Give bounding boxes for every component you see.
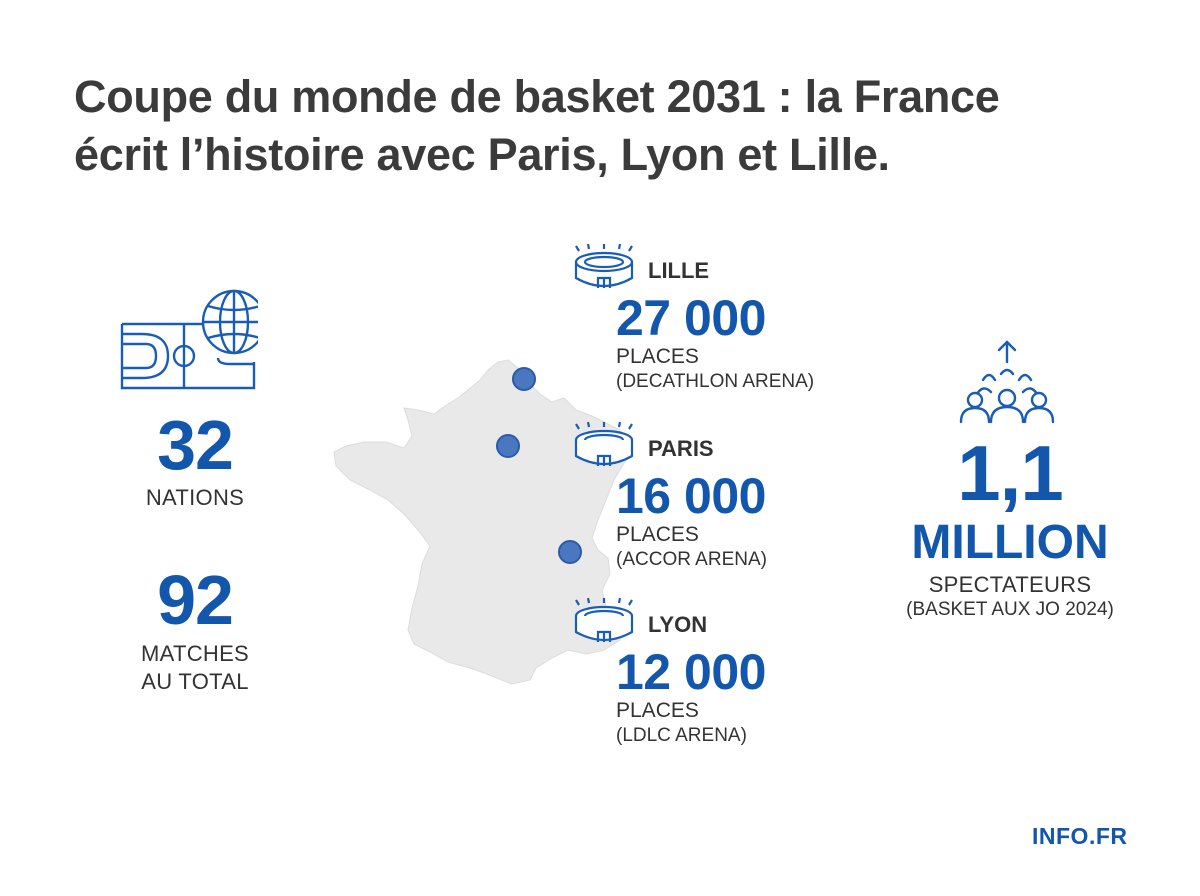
basketball-court-globe-icon [118,288,267,392]
headline: Coupe du monde de basket 2031 : la Franc… [74,68,1154,184]
spectators-stat: 1,1 MILLION SPECTATEURS (BASKET AUX JO 2… [880,430,1140,622]
spectators-value: 1,1 [957,429,1063,517]
map-marker-lille[interactable] [512,367,536,391]
city-paris: PARIS 16 000 PLACES (ACCOR ARENA) [572,422,872,572]
city-name: LILLE [648,258,710,283]
capacity-unit: PLACES [616,523,699,546]
spectators-label: SPECTATEURS [928,572,1092,597]
stadium-icon [574,598,634,642]
venue-name: (ACCOR ARENA) [616,549,767,570]
crowd-growth-icon [955,340,1059,426]
matches-label-line-2: AU TOTAL [141,669,249,694]
capacity-unit: PLACES [616,345,699,368]
city-lyon: LYON 12 000 PLACES (LDLC ARENA) [572,598,872,748]
stadium-icon [574,422,634,466]
spectators-sublabel: (BASKET AUX JO 2024) [906,599,1114,620]
map-marker-paris[interactable] [496,434,520,458]
capacity-unit: PLACES [616,699,699,722]
headline-line-2: écrit l’histoire avec Paris, Lyon et Lil… [74,129,890,180]
city-name: PARIS [648,436,714,461]
map-marker-lyon[interactable] [558,540,582,564]
city-name: LYON [648,612,708,637]
capacity-value: 12 000 [616,644,766,700]
matches-label-line-1: MATCHES [140,641,250,666]
capacity-value: 27 000 [616,290,766,346]
venue-name: (LDLC ARENA) [616,725,747,746]
nations-stat: 32 NATIONS [110,405,280,511]
capacity-value: 16 000 [616,468,766,524]
france-map [330,350,640,720]
spectators-unit: MILLION [911,516,1109,569]
venue-name: (DECATHLON ARENA) [616,371,815,392]
city-lille: LILLE 27 000 PLACES (DECATHLON ARENA) [572,244,872,394]
headline-line-1: Coupe du monde de basket 2031 : la Franc… [74,71,1000,122]
matches-stat: 92 MATCHES AU TOTAL [110,560,280,696]
stadium-icon [574,244,634,288]
info-fr-logo[interactable]: INFO.FR [1032,823,1128,849]
nations-label: NATIONS [145,485,245,510]
matches-value: 92 [157,561,234,639]
nations-value: 32 [157,406,234,484]
